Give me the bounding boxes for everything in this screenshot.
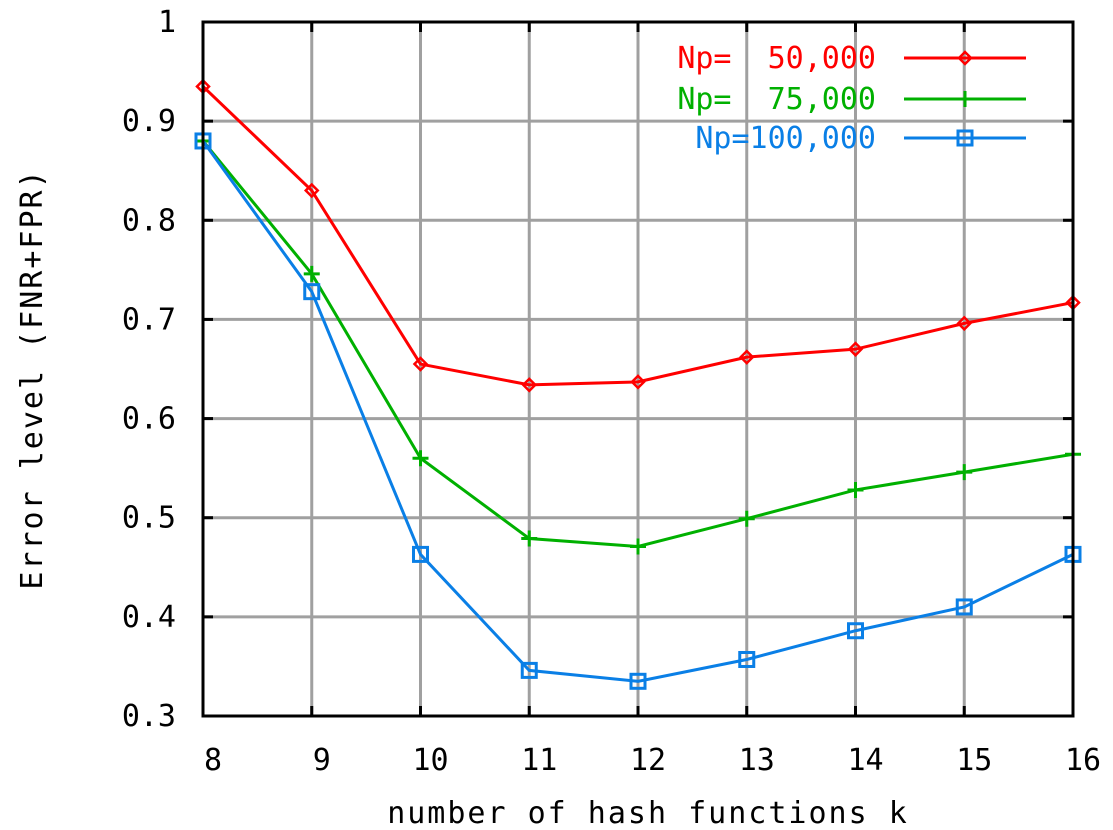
y-axis-label: Error level (FNR+FPR) <box>15 168 50 589</box>
tick-labels: 8 9 10 11 12 13 14 15 16 0.3 0.4 0.5 0.6 0.7 0.8 0.9 1 <box>122 5 1101 778</box>
legend-marker <box>956 129 974 147</box>
series-line <box>201 85 1074 387</box>
legend-label: Np=100,000 <box>695 121 876 156</box>
x-tick-label: 13 <box>739 743 775 778</box>
legend: Np= 50,000 Np= 75,000 Np=100,000 <box>677 41 1026 156</box>
data-point <box>738 349 755 365</box>
y-tick-label: 0.6 <box>122 402 176 437</box>
legend-marker <box>957 91 973 107</box>
x-tick-label: 11 <box>521 743 557 778</box>
x-tick-label: 10 <box>412 743 448 778</box>
data-point <box>738 650 756 668</box>
data-point <box>520 661 538 679</box>
legend-label: Np= 75,000 <box>677 82 876 117</box>
series-2 <box>195 132 1081 555</box>
x-tick-label: 8 <box>204 743 222 778</box>
data-point <box>956 315 973 332</box>
legend-marker <box>957 50 973 66</box>
y-tick-label: 0.9 <box>122 104 176 139</box>
data-point <box>629 672 647 690</box>
data-point <box>630 374 646 390</box>
y-tick-label: 0.4 <box>122 600 176 635</box>
series-layer <box>194 78 1082 690</box>
y-tick-label: 0.8 <box>122 203 176 238</box>
legend-label: Np= 50,000 <box>677 41 876 76</box>
data-point <box>303 182 320 199</box>
y-tick-label: 1 <box>158 5 176 40</box>
data-point <box>630 538 646 555</box>
data-point <box>412 545 429 563</box>
series-1 <box>195 78 1081 393</box>
x-tick-label: 12 <box>630 743 666 778</box>
series-line <box>201 140 1074 683</box>
x-tick-label: 16 <box>1065 743 1101 778</box>
y-tick-label: 0.5 <box>122 501 176 536</box>
x-tick-label: 9 <box>313 743 331 778</box>
data-point <box>412 450 429 467</box>
y-tick-label: 0.7 <box>122 302 176 337</box>
data-point <box>412 356 429 372</box>
data-point <box>847 481 864 498</box>
x-tick-label: 15 <box>956 743 992 778</box>
data-point <box>956 464 973 481</box>
data-point <box>521 530 538 547</box>
x-tick-label: 14 <box>847 743 883 778</box>
data-point <box>303 283 321 301</box>
data-point <box>521 377 538 393</box>
data-point <box>847 341 864 357</box>
data-point <box>738 510 755 527</box>
y-tick-label: 0.3 <box>122 699 176 734</box>
x-axis-label: number of hash functions k <box>387 796 909 830</box>
series-3 <box>194 132 1082 690</box>
data-point <box>847 622 864 640</box>
data-point <box>303 265 320 282</box>
data-point <box>955 598 973 616</box>
